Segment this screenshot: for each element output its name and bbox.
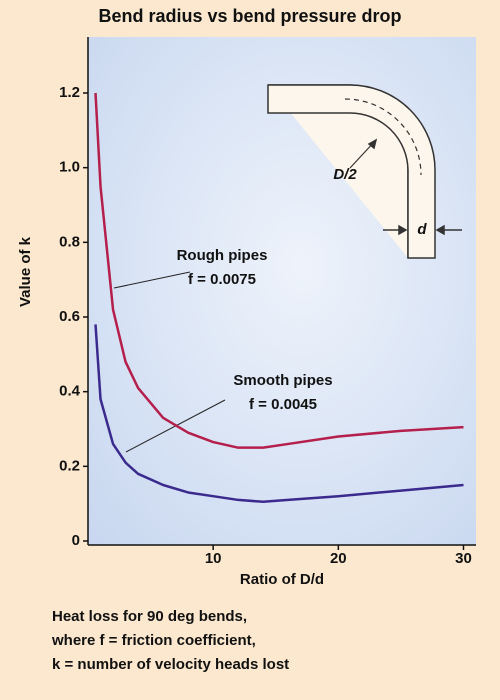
pipe-diagram [267, 84, 462, 259]
x-tick-label: 10 [205, 550, 222, 567]
x-tick-label: 30 [455, 550, 472, 567]
y-tick-label: 0.6 [59, 308, 80, 325]
series-line [94, 324, 464, 504]
x-tick-label: 20 [330, 550, 347, 567]
leader-line [113, 271, 191, 289]
y-tick-label: 0.4 [59, 383, 81, 400]
series-note: f = 0.0045 [249, 396, 317, 413]
y-axis-label: Value of k [17, 236, 34, 307]
caption: k = number of velocity heads lost [52, 656, 289, 673]
caption: Heat loss for 90 deg bends, [52, 608, 247, 625]
y-tick-label: 0.2 [59, 457, 80, 474]
series-label: Rough pipes [177, 247, 268, 264]
diagram-label: d [417, 221, 427, 238]
y-tick-label: 1.2 [59, 84, 80, 101]
series-label: Smooth pipes [233, 372, 332, 389]
x-axis-label: Ratio of D/d [240, 571, 324, 588]
series-note: f = 0.0075 [188, 271, 256, 288]
diagram-label: D/2 [333, 166, 357, 183]
chart-title: Bend radius vs bend pressure drop [98, 6, 401, 26]
caption: where f = friction coefficient, [51, 632, 256, 649]
y-tick-label: 0.8 [59, 233, 80, 250]
y-tick-label: 1.0 [59, 159, 80, 176]
y-tick-label: 0 [72, 532, 80, 549]
series-line [94, 92, 464, 449]
